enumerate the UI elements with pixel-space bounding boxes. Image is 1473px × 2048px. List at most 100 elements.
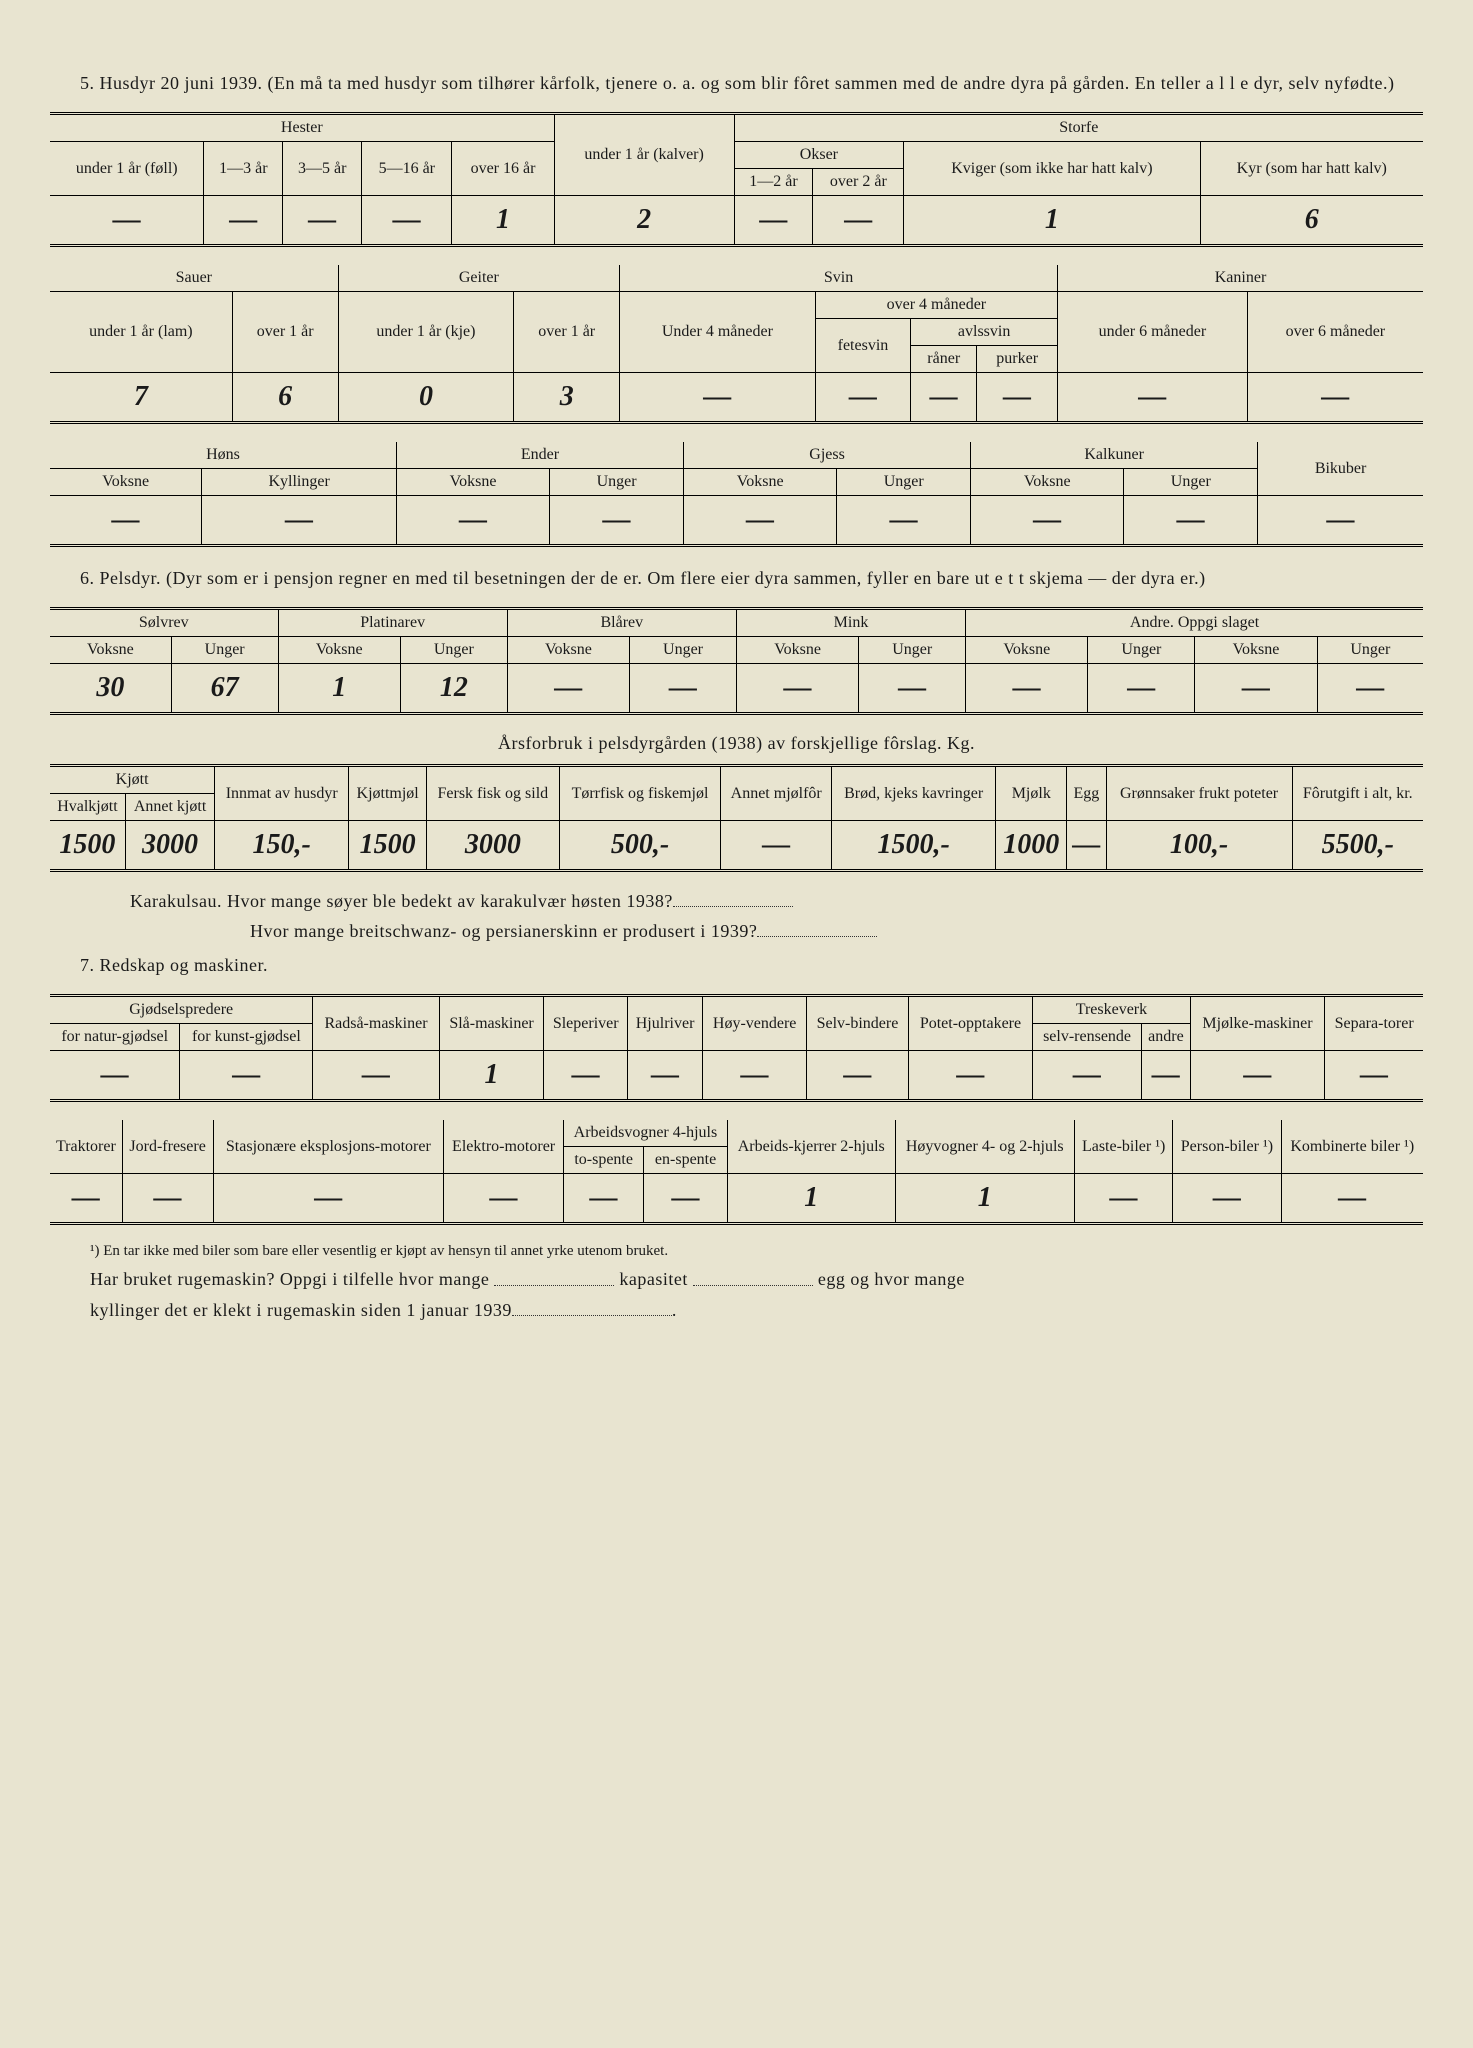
hdr-mjolkemask: Mjølke-maskiner bbox=[1190, 996, 1324, 1051]
karakul-q1: Karakulsau. Hvor mange søyer ble bedekt … bbox=[130, 890, 1423, 912]
table-redskap-2: Traktorer Jord-fresere Stasjonære eksplo… bbox=[50, 1120, 1423, 1225]
hdr-hons: Høns bbox=[50, 442, 396, 469]
caption-forbruk: Årsforbruk i pelsdyrgården (1938) av for… bbox=[50, 733, 1423, 754]
hdr-unger: Unger bbox=[630, 637, 737, 664]
val: — bbox=[971, 496, 1124, 546]
hdr-voksne: Voksne bbox=[1195, 637, 1317, 664]
hdr-elektro: Elektro-motorer bbox=[444, 1120, 564, 1174]
val: 1 bbox=[278, 664, 400, 714]
val: — bbox=[1281, 1174, 1423, 1224]
hdr-unger: Unger bbox=[837, 469, 971, 496]
val: — bbox=[620, 373, 816, 423]
hdr-sleperiver: Sleperiver bbox=[544, 996, 627, 1051]
val: 1 bbox=[904, 196, 1200, 246]
val: — bbox=[1124, 496, 1258, 546]
hdr-enspente: en-spente bbox=[644, 1147, 728, 1174]
hdr-voksne: Voksne bbox=[278, 637, 400, 664]
hdr-andre: Andre. Oppgi slaget bbox=[966, 609, 1423, 637]
val: — bbox=[908, 1051, 1032, 1101]
hdr-tospente: to-spente bbox=[564, 1147, 644, 1174]
val: 3000 bbox=[125, 821, 214, 871]
hdr-under4m: Under 4 måneder bbox=[620, 292, 816, 373]
hdr-13: 1—3 år bbox=[204, 142, 283, 196]
val: — bbox=[1173, 1174, 1281, 1224]
val: 0 bbox=[338, 373, 514, 423]
val: 1 bbox=[895, 1174, 1074, 1224]
val: 67 bbox=[171, 664, 278, 714]
val: 1500 bbox=[349, 821, 427, 871]
karakul-q2: Hvor mange breitschwanz- og persianerski… bbox=[250, 920, 1423, 942]
val: — bbox=[550, 496, 684, 546]
val: 1000 bbox=[996, 821, 1067, 871]
table-sauer-svin: Sauer Geiter Svin Kaniner under 1 år (la… bbox=[50, 265, 1423, 424]
hdr-516: 5—16 år bbox=[362, 142, 452, 196]
hdr-kyllinger: Kyllinger bbox=[202, 469, 397, 496]
rugemaskin-q1: Har bruket rugemaskin? Oppgi i tilfelle … bbox=[90, 1268, 1423, 1290]
val: — bbox=[1325, 1051, 1423, 1101]
val: 1500 bbox=[50, 821, 125, 871]
hdr-hjulriver: Hjulriver bbox=[627, 996, 702, 1051]
val: — bbox=[1190, 1051, 1324, 1101]
val: — bbox=[1074, 1174, 1172, 1224]
hdr-voksne: Voksne bbox=[507, 637, 629, 664]
hdr-voksne: Voksne bbox=[971, 469, 1124, 496]
val: — bbox=[1058, 373, 1248, 423]
hdr-kyr: Kyr (som har hatt kalv) bbox=[1200, 142, 1423, 196]
hdr-okser12: 1—2 år bbox=[734, 169, 813, 196]
table-pelsdyr: Sølvrev Platinarev Blårev Mink Andre. Op… bbox=[50, 607, 1423, 715]
hdr-voksne: Voksne bbox=[396, 469, 549, 496]
hdr-voksne: Voksne bbox=[966, 637, 1088, 664]
hdr-natur: for natur-gjødsel bbox=[50, 1024, 180, 1051]
val: — bbox=[630, 664, 737, 714]
val: 150,- bbox=[215, 821, 349, 871]
val: — bbox=[564, 1174, 644, 1224]
hdr-andre: andre bbox=[1142, 1024, 1191, 1051]
val: 12 bbox=[400, 664, 507, 714]
hdr-fetesvin: fetesvin bbox=[815, 319, 911, 373]
hdr-kjottmjol: Kjøttmjøl bbox=[349, 766, 427, 821]
hdr-unger: Unger bbox=[859, 637, 966, 664]
hdr-kaniner: Kaniner bbox=[1058, 265, 1423, 292]
val: — bbox=[736, 664, 858, 714]
hdr-under1kalver: under 1 år (kalver) bbox=[554, 114, 734, 196]
hdr-potet: Potet-opptakere bbox=[908, 996, 1032, 1051]
hdr-under1lam: under 1 år (lam) bbox=[50, 292, 232, 373]
val: — bbox=[362, 196, 452, 246]
val: — bbox=[1317, 664, 1423, 714]
hdr-hester: Hester bbox=[50, 114, 554, 142]
hdr-ender: Ender bbox=[396, 442, 683, 469]
hdr-okser: Okser bbox=[734, 142, 904, 169]
hdr-unger: Unger bbox=[1124, 469, 1258, 496]
hdr-unger: Unger bbox=[1317, 637, 1423, 664]
hdr-kunst: for kunst-gjødsel bbox=[180, 1024, 313, 1051]
val: 3000 bbox=[427, 821, 559, 871]
hdr-treske: Treskeverk bbox=[1033, 996, 1191, 1024]
hdr-svin: Svin bbox=[620, 265, 1058, 292]
hdr-blarev: Blårev bbox=[507, 609, 736, 637]
hdr-raner: råner bbox=[911, 346, 977, 373]
section-6-heading: 6. Pelsdyr. (Dyr som er i pensjon regner… bbox=[80, 565, 1423, 592]
val: — bbox=[283, 196, 362, 246]
hdr-voksne: Voksne bbox=[736, 637, 858, 664]
section-7-heading: 7. Redskap og maskiner. bbox=[80, 952, 1423, 979]
hdr-hoy: Høy-vendere bbox=[703, 996, 807, 1051]
hdr-radsa: Radså-maskiner bbox=[313, 996, 439, 1051]
hdr-traktorer: Traktorer bbox=[50, 1120, 122, 1174]
hdr-mjolk: Mjølk bbox=[996, 766, 1067, 821]
hdr-arbeidsvogner: Arbeidsvogner 4-hjuls bbox=[564, 1120, 728, 1147]
hdr-voksne: Voksne bbox=[50, 469, 202, 496]
val: 500,- bbox=[559, 821, 721, 871]
val: 1 bbox=[439, 1051, 544, 1101]
hdr-annetmjolfor: Annet mjølfôr bbox=[721, 766, 831, 821]
val: — bbox=[721, 821, 831, 871]
hdr-okserover2: over 2 år bbox=[813, 169, 904, 196]
val: — bbox=[977, 373, 1058, 423]
val: — bbox=[1142, 1051, 1191, 1101]
hdr-sep: Separa-torer bbox=[1325, 996, 1423, 1051]
val: — bbox=[444, 1174, 564, 1224]
val: — bbox=[122, 1174, 213, 1224]
hdr-sauer: Sauer bbox=[50, 265, 338, 292]
hdr-innmat: Innmat av husdyr bbox=[215, 766, 349, 821]
val: — bbox=[703, 1051, 807, 1101]
hdr-under6m: under 6 måneder bbox=[1058, 292, 1248, 373]
